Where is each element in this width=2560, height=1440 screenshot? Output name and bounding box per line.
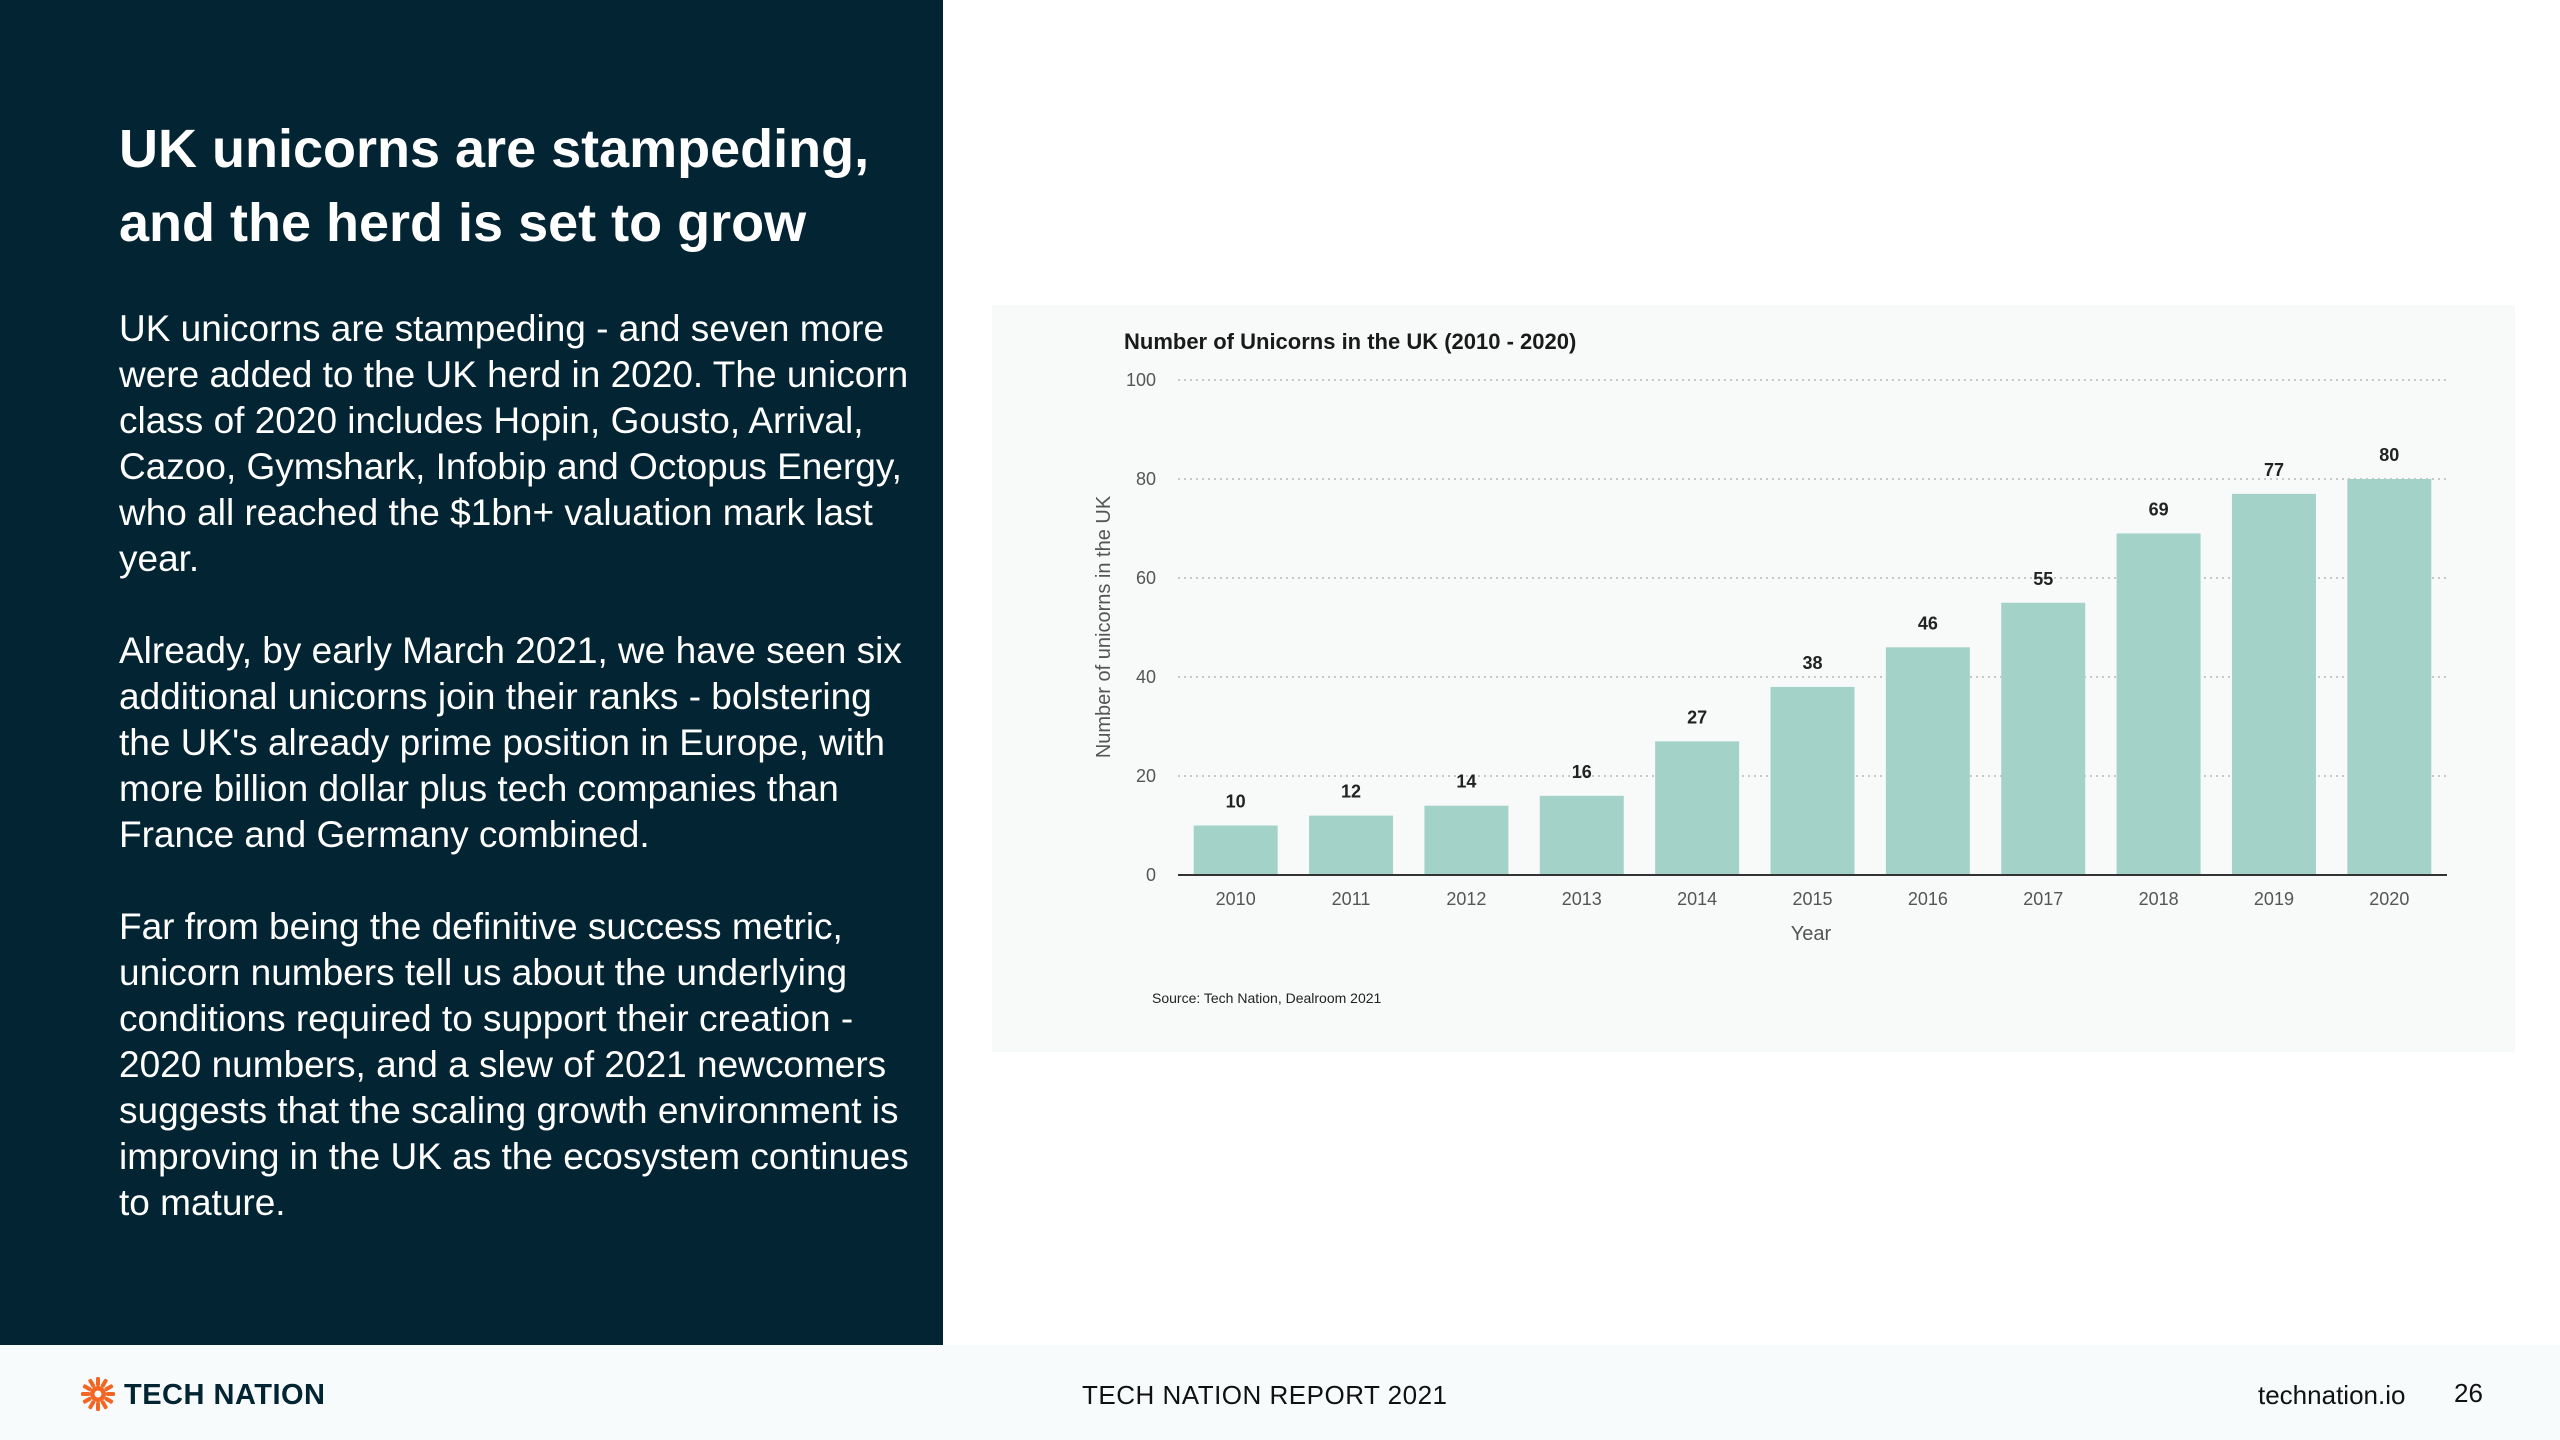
sun-ray bbox=[82, 1396, 92, 1404]
bar-chart: Number of Unicorns in the UK (2010 - 202… bbox=[1093, 329, 2447, 1006]
sun-ray bbox=[88, 1378, 96, 1388]
paragraph-3: Far from being the definitive success me… bbox=[119, 906, 909, 1223]
report-title: TECH NATION REPORT 2021 bbox=[1082, 1380, 1448, 1410]
y-tick-80: 80 bbox=[1136, 469, 1156, 489]
y-tick-60: 60 bbox=[1136, 568, 1156, 588]
x-tick-2013: 2013 bbox=[1562, 889, 1602, 909]
sun-ray bbox=[88, 1400, 96, 1410]
sun-ray bbox=[104, 1396, 114, 1404]
bar-2011 bbox=[1309, 815, 1394, 875]
bar-2017 bbox=[2001, 602, 2086, 875]
x-tick-2016: 2016 bbox=[1908, 889, 1948, 909]
x-tick-2020: 2020 bbox=[2369, 889, 2409, 909]
bar-2016 bbox=[1885, 647, 1970, 875]
x-tick-labels: 2010 2011 2012 2013 2014 2015 2016 2017 2018 2019… bbox=[1216, 889, 2410, 909]
headline: UK unicorns are stampeding, and the herd… bbox=[119, 112, 919, 260]
website-link[interactable]: technation.io bbox=[2258, 1380, 2406, 1410]
value-label-2011: 12 bbox=[1341, 782, 1361, 802]
bar-2013 bbox=[1539, 795, 1624, 875]
value-label-2019: 77 bbox=[2264, 460, 2284, 480]
y-axis-title: Number of unicorns in the UK bbox=[1093, 495, 1115, 758]
sun-ray bbox=[96, 1377, 100, 1386]
chart-card: Number of Unicorns in the UK (2010 - 202… bbox=[992, 305, 2515, 1052]
x-tick-2014: 2014 bbox=[1677, 889, 1717, 909]
bar-2018 bbox=[2116, 533, 2201, 875]
sun-ray bbox=[104, 1384, 114, 1392]
body-text: UK unicorns are stampeding - and seven m… bbox=[119, 306, 919, 1272]
sun-ray bbox=[100, 1378, 108, 1388]
bars bbox=[1193, 479, 2432, 875]
value-label-2010: 10 bbox=[1226, 792, 1246, 812]
y-tick-40: 40 bbox=[1136, 667, 1156, 687]
headline-line-1: UK unicorns are stampeding, bbox=[119, 119, 870, 179]
sun-ray bbox=[106, 1392, 115, 1396]
x-tick-2017: 2017 bbox=[2023, 889, 2063, 909]
value-label-2016: 46 bbox=[1918, 613, 1938, 633]
chart-source: Source: Tech Nation, Dealroom 2021 bbox=[1152, 990, 1382, 1006]
y-tick-labels: 0 20 40 60 80 100 bbox=[1126, 370, 1156, 885]
headline-line-2: and the herd is set to grow bbox=[119, 193, 807, 253]
left-panel: UK unicorns are stampeding, and the herd… bbox=[0, 0, 943, 1345]
sun-ray bbox=[100, 1400, 108, 1410]
bar-2019 bbox=[2231, 493, 2316, 875]
paragraph-1: UK unicorns are stampeding - and seven m… bbox=[119, 308, 909, 579]
value-label-2018: 69 bbox=[2149, 499, 2169, 519]
value-label-2014: 27 bbox=[1687, 707, 1707, 727]
bar-2015 bbox=[1770, 686, 1855, 875]
bar-2010 bbox=[1193, 825, 1278, 875]
value-label-2017: 55 bbox=[2033, 569, 2053, 589]
y-tick-100: 100 bbox=[1126, 370, 1156, 390]
x-tick-2015: 2015 bbox=[1792, 889, 1832, 909]
value-label-2012: 14 bbox=[1456, 772, 1476, 792]
brand-name: TECH NATION bbox=[124, 1379, 326, 1411]
y-tick-20: 20 bbox=[1136, 766, 1156, 786]
page-number: 26 bbox=[2454, 1378, 2483, 1408]
x-tick-2012: 2012 bbox=[1446, 889, 1486, 909]
sun-ray bbox=[96, 1402, 100, 1411]
x-axis-title: Year bbox=[1791, 923, 1832, 945]
value-label-2015: 38 bbox=[1802, 653, 1822, 673]
sunburst-logo-icon bbox=[81, 1377, 115, 1411]
x-tick-2019: 2019 bbox=[2254, 889, 2294, 909]
value-label-2013: 16 bbox=[1572, 762, 1592, 782]
bar-2020 bbox=[2347, 479, 2432, 875]
chart-title: Number of Unicorns in the UK (2010 - 202… bbox=[1124, 329, 1576, 354]
value-labels: 10 12 14 16 27 38 46 55 69 77 80 bbox=[1226, 445, 2400, 812]
x-tick-2018: 2018 bbox=[2139, 889, 2179, 909]
x-tick-2011: 2011 bbox=[1332, 889, 1371, 909]
footer bbox=[0, 1345, 2560, 1440]
bar-2012 bbox=[1424, 805, 1509, 875]
sun-ray bbox=[82, 1384, 92, 1392]
paragraph-2: Already, by early March 2021, we have se… bbox=[119, 630, 902, 855]
x-tick-2010: 2010 bbox=[1216, 889, 1256, 909]
y-tick-0: 0 bbox=[1146, 865, 1156, 885]
value-label-2020: 80 bbox=[2379, 445, 2399, 465]
sun-ray bbox=[81, 1392, 90, 1396]
bar-2014 bbox=[1655, 741, 1740, 875]
